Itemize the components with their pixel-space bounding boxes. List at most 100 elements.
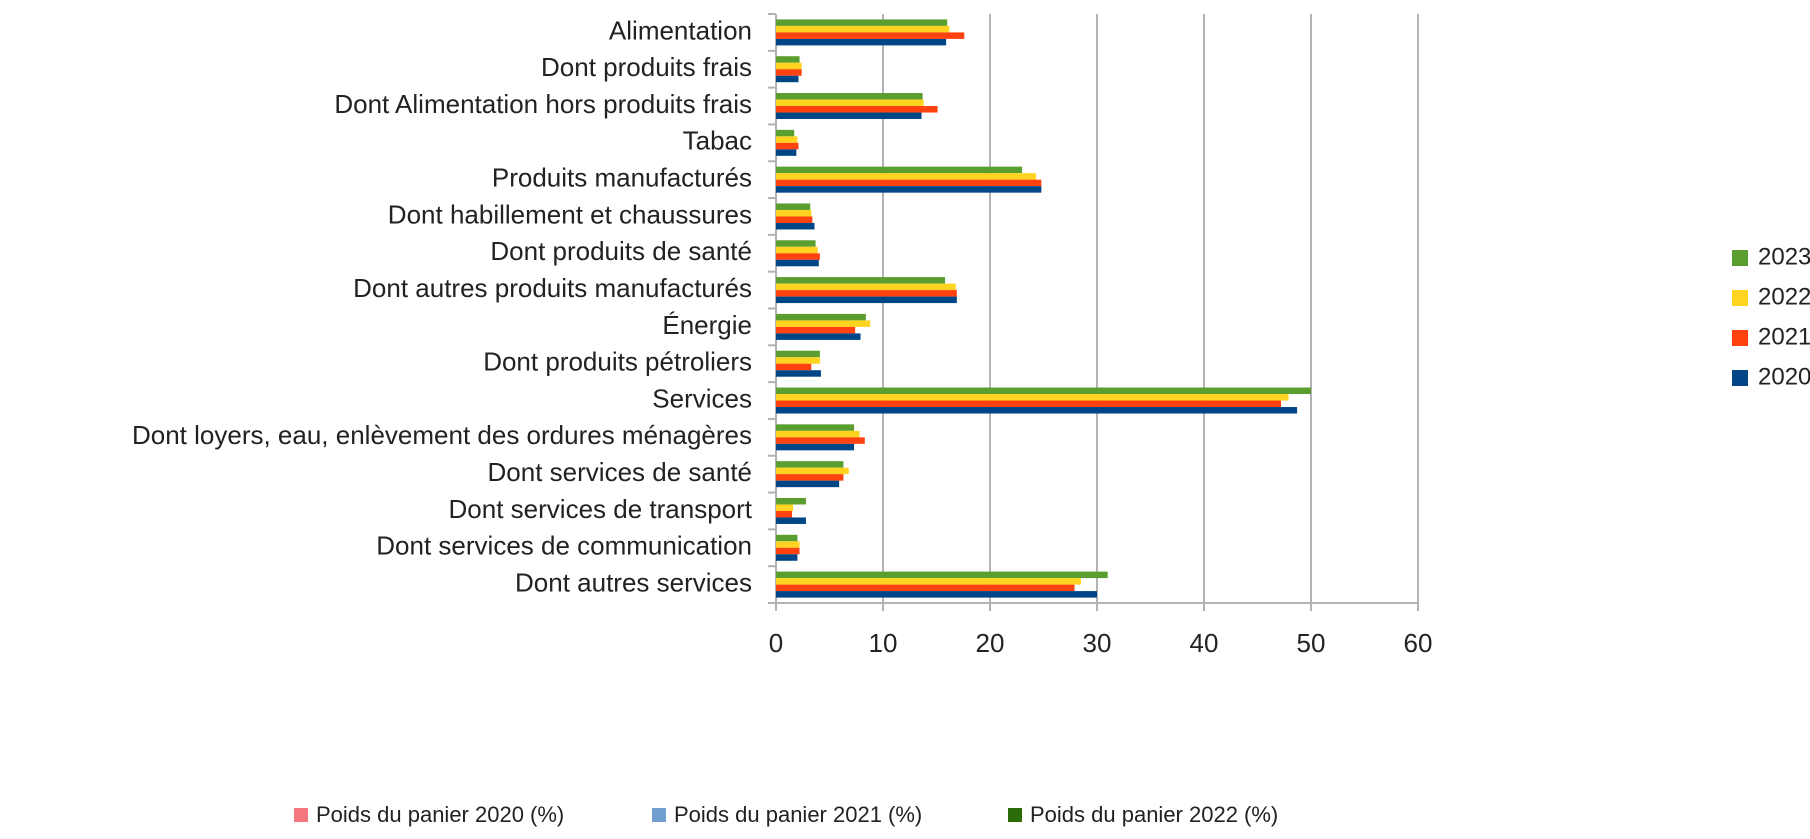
x-tick-label: 50 (1297, 628, 1326, 658)
bottom-legend-swatch (652, 808, 666, 822)
bottom-legend-label: Poids du panier 2021 (%) (674, 802, 922, 827)
bar (776, 62, 802, 70)
y-tick-label: Dont autres services (515, 567, 752, 597)
bar (776, 517, 806, 524)
bar (776, 504, 794, 511)
bar (776, 357, 820, 364)
y-tick-label: Dont produits frais (541, 52, 752, 82)
bottom-legend-swatch (294, 808, 308, 822)
bar (776, 480, 840, 488)
y-tick-label: Dont produits pétroliers (483, 347, 752, 377)
x-tick-label: 0 (769, 628, 783, 658)
bar (776, 222, 815, 230)
bar (776, 554, 798, 561)
y-tick-label: Dont produits de santé (490, 236, 752, 266)
legend-label: 2022 (1758, 283, 1810, 310)
x-tick-label: 40 (1190, 628, 1219, 658)
bar (776, 209, 812, 217)
bottom-legend-swatch (1008, 808, 1022, 822)
bar (776, 320, 871, 327)
bar (776, 99, 924, 107)
y-tick-label: Dont autres produits manufacturés (353, 273, 752, 303)
bar (776, 333, 861, 340)
legend-label: 2023 (1758, 243, 1810, 270)
bar (776, 461, 844, 468)
bar (776, 547, 800, 555)
bar (776, 203, 811, 210)
bar (776, 467, 849, 475)
bar (776, 19, 948, 26)
y-tick-label: Dont services de santé (488, 457, 752, 487)
bar (776, 541, 800, 548)
bar (776, 93, 923, 100)
bar (776, 173, 1037, 180)
bar (776, 253, 820, 260)
y-tick-label: Dont habillement et chaussures (388, 199, 752, 229)
bar (776, 186, 1042, 193)
bar (776, 430, 860, 438)
bar (776, 578, 1081, 585)
x-tick-label: 20 (976, 628, 1005, 658)
bar (776, 510, 793, 518)
bar (776, 142, 799, 150)
bar (776, 32, 965, 39)
bar (776, 106, 938, 113)
bar (776, 38, 947, 46)
bar (776, 283, 956, 291)
bar (776, 290, 957, 297)
bar (776, 363, 812, 371)
legend-swatch (1732, 370, 1748, 386)
bar (776, 326, 856, 334)
x-tick-label: 30 (1083, 628, 1112, 658)
bar (776, 437, 865, 444)
legend-swatch (1732, 330, 1748, 346)
legend-swatch (1732, 250, 1748, 266)
legend-label: 2021 (1758, 323, 1810, 350)
bar (776, 591, 1097, 598)
bar (776, 259, 819, 267)
legend-swatch (1732, 290, 1748, 306)
y-tick-label: Services (652, 383, 752, 413)
bar (776, 534, 798, 542)
bar (776, 400, 1282, 408)
bar (776, 313, 866, 321)
bar (776, 370, 821, 377)
bar (776, 112, 922, 120)
bar (776, 216, 813, 223)
bar (776, 75, 799, 83)
bar (776, 129, 795, 137)
y-tick-label: Produits manufacturés (492, 163, 752, 193)
bar (776, 136, 798, 143)
bottom-legend-label: Poids du panier 2022 (%) (1030, 802, 1278, 827)
bar (776, 350, 820, 358)
bar (776, 179, 1042, 187)
bar (776, 166, 1023, 174)
bar (776, 407, 1298, 414)
bar (776, 296, 957, 304)
y-tick-label: Alimentation (609, 15, 752, 45)
bar (776, 424, 855, 431)
bar (776, 246, 818, 254)
bar (776, 240, 816, 247)
bar (776, 149, 797, 156)
bar (776, 25, 950, 33)
y-tick-label: Dont services de communication (376, 531, 752, 561)
bar (776, 474, 844, 481)
y-tick-label: Tabac (683, 126, 752, 156)
bar (776, 277, 946, 284)
bottom-legend-label: Poids du panier 2020 (%) (316, 802, 564, 827)
bar (776, 387, 1311, 395)
bar (776, 584, 1075, 592)
bar (776, 443, 855, 451)
bar (776, 56, 800, 63)
bar (776, 497, 806, 505)
x-tick-label: 10 (869, 628, 898, 658)
bar (776, 394, 1289, 401)
bar (776, 571, 1108, 579)
y-tick-label: Dont Alimentation hors produits frais (334, 89, 752, 119)
legend-label: 2020 (1758, 363, 1810, 390)
y-tick-label: Dont services de transport (449, 494, 753, 524)
y-tick-label: Dont loyers, eau, enlèvement des ordures… (132, 420, 752, 450)
y-tick-label: Énergie (662, 310, 752, 340)
